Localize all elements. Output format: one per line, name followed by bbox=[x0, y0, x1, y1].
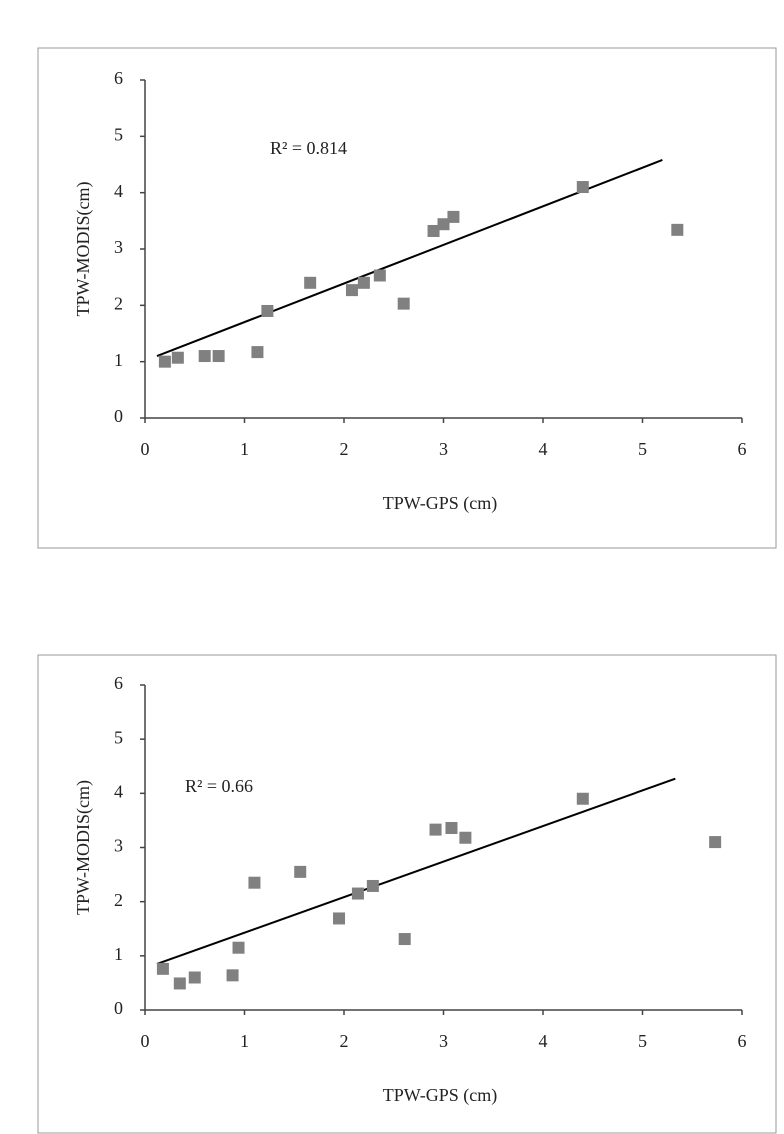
x-tick-label: 5 bbox=[638, 439, 647, 459]
x-tick-label: 2 bbox=[340, 1031, 349, 1051]
x-tick-label: 4 bbox=[539, 1031, 548, 1051]
marker bbox=[226, 969, 239, 982]
marker bbox=[345, 284, 358, 297]
marker bbox=[261, 304, 274, 317]
y-tick-label: 5 bbox=[114, 124, 123, 144]
marker bbox=[576, 792, 589, 805]
marker bbox=[429, 823, 442, 836]
x-tick-label: 1 bbox=[240, 439, 249, 459]
y-tick-label: 2 bbox=[114, 890, 123, 910]
marker bbox=[158, 355, 171, 368]
marker bbox=[373, 269, 386, 282]
x-tick-label: 2 bbox=[340, 439, 349, 459]
marker bbox=[232, 941, 245, 954]
x-tick-label: 1 bbox=[240, 1031, 249, 1051]
marker bbox=[248, 876, 261, 889]
marker bbox=[671, 223, 684, 236]
marker bbox=[188, 971, 201, 984]
marker bbox=[156, 962, 169, 975]
x-tick-label: 6 bbox=[738, 439, 747, 459]
x-tick-label: 0 bbox=[141, 439, 150, 459]
marker bbox=[171, 351, 184, 364]
y-tick-label: 2 bbox=[114, 293, 123, 313]
marker bbox=[173, 977, 186, 990]
marker bbox=[333, 912, 346, 925]
y-tick-label: 1 bbox=[114, 944, 123, 964]
y-tick-label: 5 bbox=[114, 727, 123, 747]
x-axis-label: TPW-GPS (cm) bbox=[383, 493, 498, 514]
y-axis-label: TPW-MODIS(cm) bbox=[73, 182, 94, 317]
y-tick-label: 1 bbox=[114, 350, 123, 370]
y-tick-label: 0 bbox=[114, 406, 123, 426]
marker bbox=[709, 836, 722, 849]
annotation: R² = 0.66 bbox=[185, 776, 253, 796]
marker bbox=[397, 297, 410, 310]
marker bbox=[304, 276, 317, 289]
marker bbox=[445, 822, 458, 834]
y-tick-label: 0 bbox=[114, 998, 123, 1018]
x-axis-label: TPW-GPS (cm) bbox=[383, 1085, 498, 1106]
y-tick-label: 3 bbox=[114, 237, 123, 257]
marker bbox=[198, 350, 211, 363]
x-tick-label: 0 bbox=[141, 1031, 150, 1051]
marker bbox=[212, 350, 225, 363]
marker bbox=[437, 218, 450, 231]
chart-frame bbox=[37, 654, 777, 1134]
x-tick-label: 3 bbox=[439, 1031, 448, 1051]
y-tick-label: 4 bbox=[114, 781, 123, 801]
chart-frame bbox=[37, 47, 777, 549]
marker bbox=[351, 887, 364, 900]
y-tick-label: 6 bbox=[114, 673, 123, 693]
marker bbox=[357, 276, 370, 289]
trendline bbox=[156, 777, 676, 965]
x-tick-label: 4 bbox=[539, 439, 548, 459]
marker bbox=[447, 210, 460, 223]
marker bbox=[459, 831, 472, 844]
y-tick-label: 4 bbox=[114, 181, 123, 201]
marker bbox=[576, 181, 589, 194]
x-tick-label: 5 bbox=[638, 1031, 647, 1051]
y-tick-label: 3 bbox=[114, 836, 123, 856]
y-tick-label: 6 bbox=[114, 68, 123, 88]
x-tick-label: 6 bbox=[738, 1031, 747, 1051]
marker bbox=[398, 933, 411, 946]
annotation: R² = 0.814 bbox=[270, 138, 347, 158]
x-tick-label: 3 bbox=[439, 439, 448, 459]
marker bbox=[427, 224, 440, 237]
marker bbox=[251, 346, 264, 359]
marker bbox=[366, 879, 379, 892]
marker bbox=[294, 865, 307, 878]
y-axis-label: TPW-MODIS(cm) bbox=[73, 780, 94, 915]
